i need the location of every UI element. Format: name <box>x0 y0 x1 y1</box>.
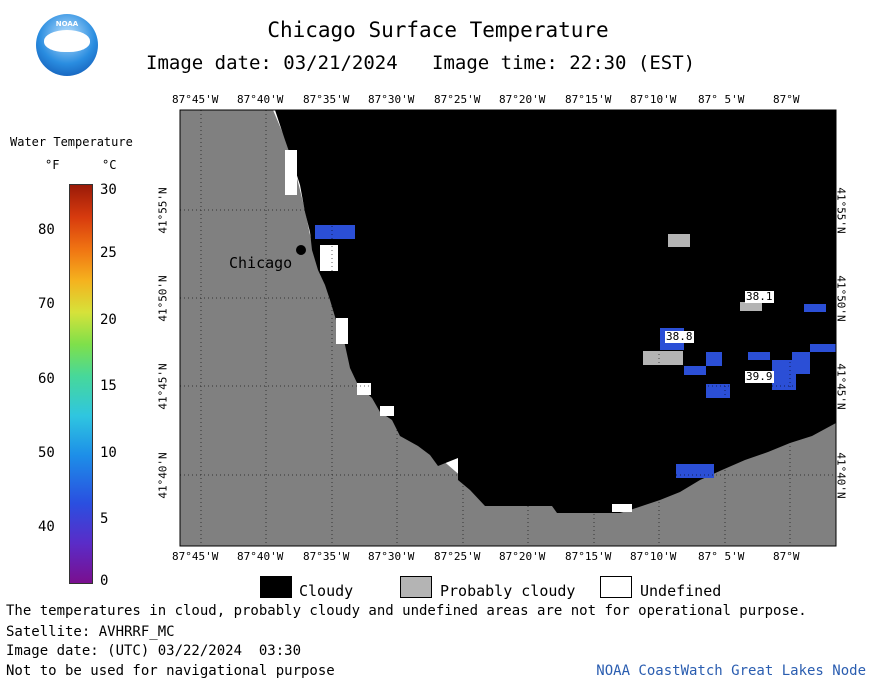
water-temp-patch <box>706 352 722 366</box>
lat-label-right: 41°40'N <box>834 452 848 499</box>
graticule <box>180 110 836 546</box>
image-date-time: Image date: 03/21/2024 Image time: 22:30… <box>146 52 695 74</box>
water-temp-patch <box>706 384 730 398</box>
probably-cloudy-area <box>740 302 762 311</box>
c-tick: 25 <box>100 245 117 261</box>
water-temp-patch <box>676 464 714 478</box>
probably-cloudy-area <box>643 351 683 365</box>
cloudy-swatch <box>260 576 292 598</box>
c-tick: 20 <box>100 312 117 328</box>
image-date: Image date: 03/21/2024 <box>146 52 398 74</box>
lat-label-right: 41°45'N <box>834 363 848 410</box>
undefined-area <box>336 318 348 344</box>
lon-label-top: 87°45'W <box>172 93 219 106</box>
city-label: Chicago <box>229 254 293 272</box>
lon-label-top: 87°35'W <box>303 93 350 106</box>
unit-fahrenheit: °F <box>45 158 60 172</box>
lon-label-bottom: 87°35'W <box>303 550 350 563</box>
lon-label-top: 87°20'W <box>499 93 546 106</box>
water-temp-patch <box>810 344 836 352</box>
lat-label-left: 41°50'N <box>156 275 170 322</box>
lon-label-bottom: 87°40'W <box>237 550 284 563</box>
lon-label-bottom: 87°W <box>773 550 800 563</box>
noaa-logo-gull-icon <box>44 30 90 52</box>
probably-cloudy-area <box>668 234 690 247</box>
f-tick: 70 <box>38 296 55 312</box>
c-tick: 15 <box>100 378 117 394</box>
lat-label-left: 41°55'N <box>156 187 170 234</box>
lon-label-bottom: 87°10'W <box>630 550 677 563</box>
undefined-area <box>357 383 371 395</box>
c-tick: 30 <box>100 182 117 198</box>
temperature-label: 38.8 <box>665 330 694 343</box>
lon-label-bottom: 87° 5'W <box>698 550 745 563</box>
lon-label-top: 87°10'W <box>630 93 677 106</box>
undefined-label: Undefined <box>640 582 722 600</box>
lon-label-bottom: 87°30'W <box>368 550 415 563</box>
lon-label-bottom: 87°20'W <box>499 550 546 563</box>
water-temp-patch <box>804 304 826 312</box>
lon-label-top: 87°W <box>773 93 800 106</box>
lon-label-top: 87° 5'W <box>698 93 745 106</box>
satellite-info: Satellite: AVHRRF_MC <box>6 624 175 640</box>
unit-celsius: °C <box>102 158 117 172</box>
water-temp-patch <box>748 352 770 360</box>
c-tick: 5 <box>100 511 109 527</box>
lon-label-bottom: 87°15'W <box>565 550 612 563</box>
temperature-label: 38.1 <box>745 290 774 303</box>
f-tick: 40 <box>38 519 55 535</box>
c-tick: 10 <box>100 445 117 461</box>
map-title: Chicago Surface Temperature <box>267 18 609 42</box>
cloudy-label: Cloudy <box>299 582 354 600</box>
f-tick: 50 <box>38 445 55 461</box>
lon-label-top: 87°30'W <box>368 93 415 106</box>
lat-label-right: 41°50'N <box>834 275 848 322</box>
f-tick: 80 <box>38 222 55 238</box>
undefined-area <box>380 406 394 416</box>
undefined-area <box>320 245 338 271</box>
lat-label-right: 41°55'N <box>834 187 848 234</box>
temperature-colorbar <box>69 184 93 584</box>
c-tick: 0 <box>100 573 109 589</box>
footer-note: The temperatures in cloud, probably clou… <box>6 603 807 619</box>
temperature-label: 39.9 <box>745 370 774 383</box>
utc-date: Image date: (UTC) 03/22/2024 03:30 <box>6 643 302 659</box>
f-tick: 60 <box>38 371 55 387</box>
lon-label-top: 87°40'W <box>237 93 284 106</box>
undefined-swatch <box>600 576 632 598</box>
lon-label-bottom: 87°45'W <box>172 550 219 563</box>
undefined-area <box>285 150 297 195</box>
water-temp-patch <box>792 352 810 374</box>
probably-cloudy-label: Probably cloudy <box>440 582 576 600</box>
lon-label-bottom: 87°25'W <box>434 550 481 563</box>
undefined-area <box>612 504 632 512</box>
lon-label-top: 87°15'W <box>565 93 612 106</box>
legend-title: Water Temperature <box>10 135 133 149</box>
water-temp-patch <box>315 225 355 239</box>
nav-warning: Not to be used for navigational purpose <box>6 663 335 679</box>
chicago-marker <box>296 245 306 255</box>
water-temp-patch <box>684 366 706 375</box>
image-time: Image time: 22:30 (EST) <box>432 52 696 74</box>
probably-cloudy-swatch <box>400 576 432 598</box>
lon-label-top: 87°25'W <box>434 93 481 106</box>
lat-label-left: 41°40'N <box>156 452 170 499</box>
credit-link[interactable]: NOAA CoastWatch Great Lakes Node <box>596 663 866 679</box>
lat-label-left: 41°45'N <box>156 363 170 410</box>
noaa-logo-text: NOAA <box>55 20 79 28</box>
cloudy-area <box>275 110 836 513</box>
